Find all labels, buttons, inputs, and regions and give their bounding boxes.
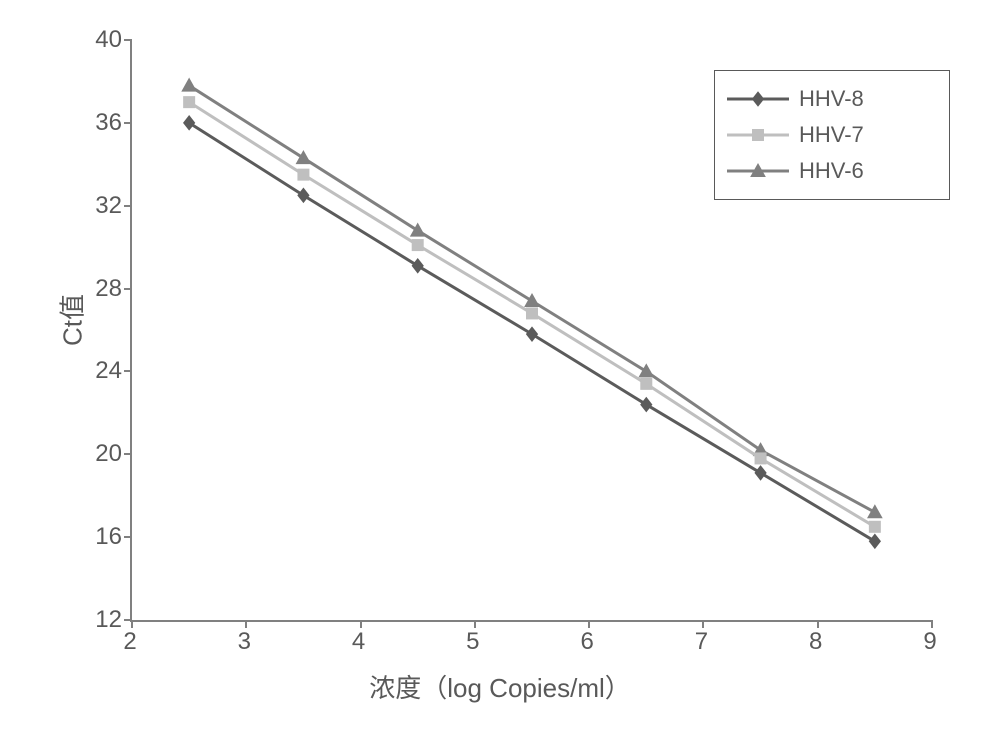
- x-tick-mark: [931, 620, 933, 628]
- legend-swatch: [727, 161, 789, 181]
- series-marker-hhv-8: [412, 259, 423, 273]
- series-marker-hhv-6: [182, 79, 196, 92]
- x-axis-labels: 23456789: [130, 620, 930, 660]
- legend-item-hhv-6: HHV-6: [727, 153, 937, 189]
- legend-item-hhv-8: HHV-8: [727, 81, 937, 117]
- series-marker-hhv-6: [639, 364, 653, 377]
- chart-container: Ct值 1216202428323640 23456789 浓度（log Cop…: [20, 20, 980, 715]
- series-marker-hhv-8: [869, 534, 880, 548]
- series-marker-hhv-8: [527, 327, 538, 341]
- series-marker-hhv-7: [298, 169, 309, 180]
- x-tick-label: 9: [923, 628, 936, 656]
- x-tick-label: 6: [580, 628, 593, 656]
- x-tick-label: 5: [466, 628, 479, 656]
- series-marker-hhv-7: [184, 97, 195, 108]
- series-marker-hhv-8: [298, 188, 309, 202]
- y-tick-label: 32: [95, 192, 122, 220]
- series-marker-hhv-6: [868, 505, 882, 518]
- legend-item-hhv-7: HHV-7: [727, 117, 937, 153]
- legend-label: HHV-8: [799, 86, 864, 112]
- x-tick-label: 2: [123, 628, 136, 656]
- series-marker-hhv-6: [411, 224, 425, 237]
- y-tick-label: 16: [95, 523, 122, 551]
- legend: HHV-8 HHV-7 HHV-6: [714, 70, 950, 200]
- series-marker-hhv-8: [184, 116, 195, 130]
- series-marker-hhv-6: [296, 151, 310, 164]
- x-axis-title: 浓度（log Copies/ml）: [369, 668, 631, 705]
- series-marker-hhv-8: [755, 466, 766, 480]
- series-marker-hhv-7: [869, 521, 880, 532]
- x-tick-label: 8: [809, 628, 822, 656]
- x-tick-label: 3: [238, 628, 251, 656]
- x-tick-label: 4: [352, 628, 365, 656]
- y-axis-labels: 1216202428323640: [20, 40, 130, 620]
- legend-label: HHV-7: [799, 122, 864, 148]
- legend-label: HHV-6: [799, 158, 864, 184]
- y-tick-label: 40: [95, 26, 122, 54]
- legend-swatch: [727, 125, 789, 145]
- y-tick-label: 24: [95, 357, 122, 385]
- series-marker-hhv-7: [527, 308, 538, 319]
- series-marker-hhv-8: [641, 398, 652, 412]
- y-tick-label: 20: [95, 440, 122, 468]
- series-marker-hhv-7: [755, 453, 766, 464]
- y-tick-label: 12: [95, 606, 122, 634]
- series-marker-hhv-7: [641, 378, 652, 389]
- series-marker-hhv-7: [412, 240, 423, 251]
- legend-swatch: [727, 89, 789, 109]
- series-marker-hhv-6: [525, 294, 539, 307]
- y-tick-label: 28: [95, 275, 122, 303]
- y-tick-label: 36: [95, 109, 122, 137]
- x-tick-label: 7: [695, 628, 708, 656]
